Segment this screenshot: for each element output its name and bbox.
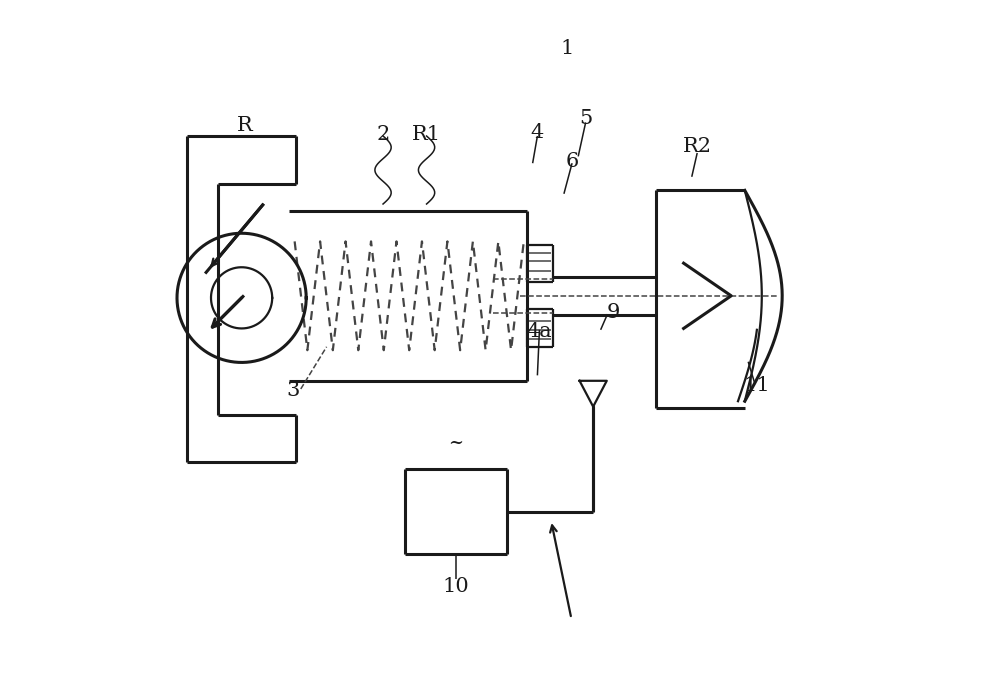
Polygon shape (580, 381, 607, 407)
Text: 6: 6 (565, 152, 579, 171)
Text: 11: 11 (744, 376, 770, 395)
Text: 3: 3 (287, 381, 300, 401)
Text: 9: 9 (606, 303, 620, 322)
Text: R1: R1 (412, 125, 441, 144)
Text: 4: 4 (531, 123, 544, 142)
Text: R2: R2 (683, 137, 712, 156)
Text: 10: 10 (442, 577, 469, 596)
Text: ~: ~ (448, 435, 463, 452)
Text: 2: 2 (376, 125, 390, 144)
Text: 5: 5 (579, 109, 592, 129)
Text: 4a: 4a (527, 322, 552, 341)
Text: 1: 1 (560, 39, 573, 58)
Text: R: R (236, 116, 252, 135)
